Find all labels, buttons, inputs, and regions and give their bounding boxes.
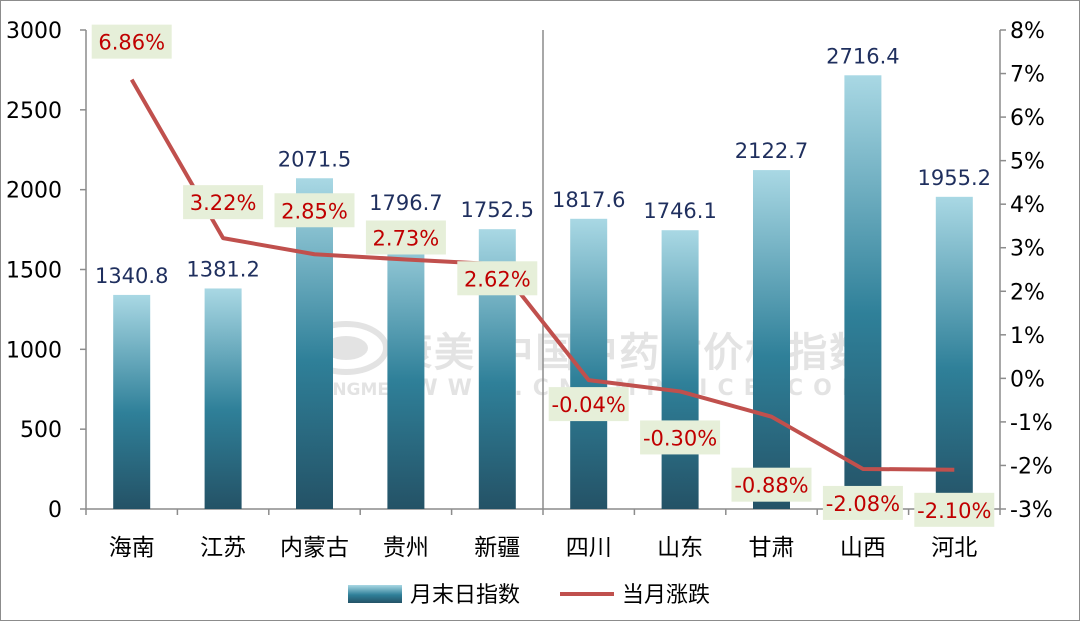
line-value-label: 6.86% [98, 31, 165, 55]
bar-value-label: 2071.5 [278, 147, 351, 171]
legend-bar-swatch [348, 585, 402, 603]
x-tick-label: 山东 [657, 535, 703, 561]
line-label-box [274, 193, 355, 228]
data-labels: 1340.8 1381.2 2071.5 1796.7 1752.5 1817.6 1746… [91, 24, 995, 527]
bar-value-label: 1955.2 [918, 166, 991, 190]
line-label-box [548, 387, 629, 422]
line-value-label: -2.08% [826, 492, 900, 516]
x-tick-label: 贵州 [383, 535, 429, 561]
legend-line-label: 当月涨跌 [622, 583, 710, 608]
right-tick-label: 5% [1010, 150, 1045, 175]
line-label-box [457, 261, 538, 296]
x-tick-label: 海南 [109, 535, 155, 561]
bar-value-label: 1746.1 [643, 199, 716, 223]
x-tick-label: 内蒙古 [280, 535, 349, 561]
right-tick-label: 0% [1010, 367, 1045, 392]
left-tick-label: 1000 [6, 338, 62, 363]
line-value-label: -0.04% [552, 393, 626, 417]
bar-value-label: 1796.7 [369, 191, 442, 215]
bar [296, 178, 333, 510]
line-value-label: -2.10% [917, 499, 991, 523]
x-tick-label: 新疆 [474, 535, 520, 561]
change-line [129, 78, 955, 472]
x-tick-label: 甘肃 [749, 535, 795, 561]
line-value-label: 2.73% [373, 226, 440, 250]
change-line-path [129, 78, 955, 472]
line-value-label: 2.85% [281, 199, 348, 223]
bar [204, 288, 242, 509]
bar-value-label: 1817.6 [552, 188, 625, 212]
line-label-box [640, 420, 721, 455]
bar [661, 230, 699, 509]
bar-value-label: 1340.8 [95, 264, 168, 288]
bar [113, 294, 151, 509]
left-tick-label: 500 [20, 418, 62, 443]
x-tick-label: 四川 [566, 535, 612, 561]
x-tick-label: 河北 [931, 535, 977, 561]
left-tick-label: 1500 [6, 259, 62, 284]
bars [113, 75, 973, 510]
line-label-box [731, 467, 812, 502]
x-tick-label: 江苏 [200, 535, 246, 561]
left-tick-label: 3000 [6, 19, 62, 44]
line-label-box [365, 220, 446, 255]
right-tick-label: 1% [1010, 324, 1045, 349]
line-label-box [91, 24, 172, 59]
bar-value-label: 2122.7 [735, 139, 808, 163]
bar [844, 75, 882, 509]
line-label-box [914, 492, 995, 527]
right-tick-label: 2% [1010, 280, 1045, 305]
right-tick-label: -2% [1010, 454, 1053, 479]
x-tick-label: 山西 [840, 535, 886, 561]
left-tick-label: 2000 [6, 179, 62, 204]
right-tick-label: -1% [1010, 411, 1053, 436]
right-tick-label: -3% [1010, 498, 1053, 523]
bar [387, 222, 425, 510]
bar [935, 196, 973, 509]
legend: 月末日指数 当月涨跌 [348, 583, 710, 608]
bar [753, 170, 790, 509]
right-tick-label: 6% [1010, 106, 1045, 131]
left-tick-label: 2500 [6, 99, 62, 124]
bar-value-label: 2716.4 [826, 44, 899, 68]
line-label-box [183, 185, 264, 220]
bar-value-label: 1381.2 [186, 257, 259, 281]
left-tick-label: 0 [48, 498, 62, 523]
line-value-label: -0.30% [643, 426, 717, 450]
line-value-label: 3.22% [190, 191, 257, 215]
right-tick-label: 4% [1010, 193, 1045, 218]
axes: 0 500 1000 1500 2000 2500 3000 -3% -2% -1% 0% 1% 2% 3… [6, 19, 1053, 561]
right-tick-label: 8% [1010, 19, 1045, 44]
right-tick-label: 7% [1010, 63, 1045, 88]
line-value-label: 2.62% [464, 267, 531, 291]
bar-value-label: 1752.5 [461, 198, 534, 222]
legend-bar-label: 月末日指数 [410, 583, 520, 608]
right-tick-label: 3% [1010, 237, 1045, 262]
line-label-box [822, 485, 903, 520]
line-value-label: -0.88% [734, 474, 808, 498]
